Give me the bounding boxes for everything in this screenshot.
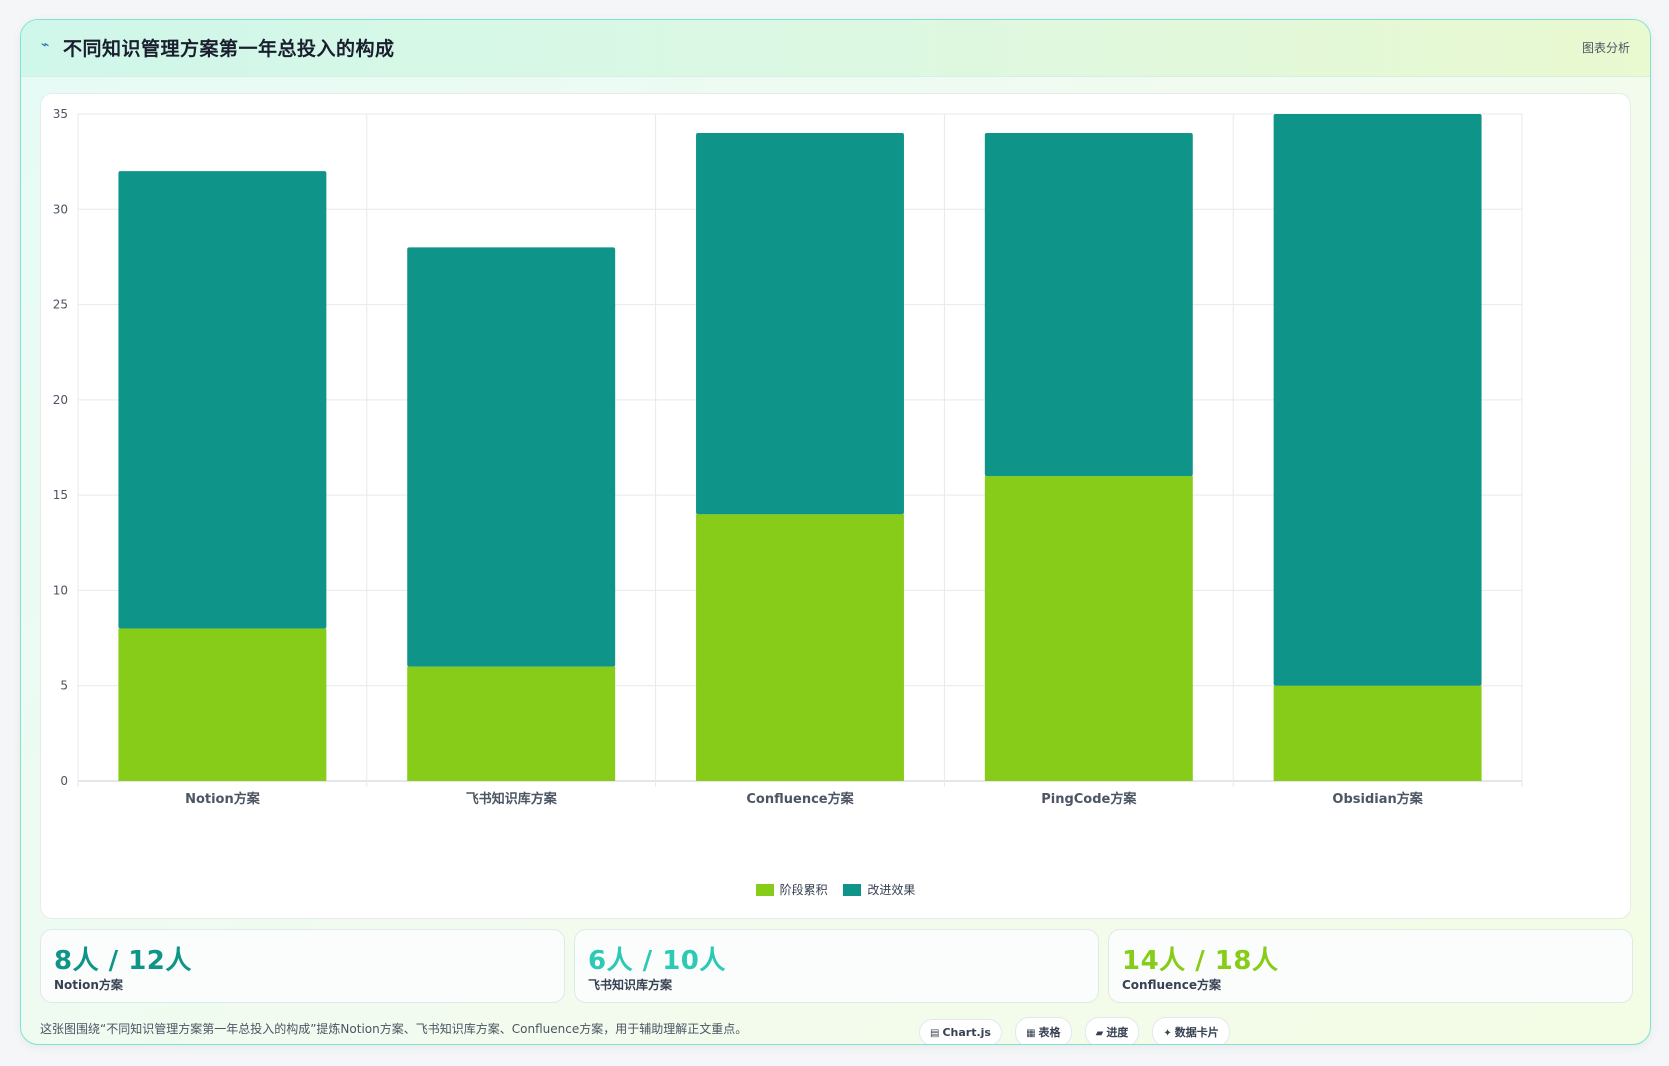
chart-icon: ▤ [930, 1028, 940, 1039]
x-tick-label: Obsidian方案 [1332, 791, 1423, 807]
x-tick-label: PingCode方案 [1041, 791, 1137, 807]
legend-item-accumulation[interactable]: 阶段累积 [755, 881, 828, 898]
stat-value: 8人 / 12人 [54, 946, 192, 976]
y-tick-label: 15 [53, 488, 68, 502]
stat-card-confluence: 14人 / 18人 Confluence方案 [1108, 929, 1633, 1003]
bar-accumulation [984, 476, 1193, 781]
bar-improvement [118, 171, 327, 629]
chart-panel: 0 5 10 15 20 25 30 35 Notion方案 飞书知识库方案 Confluence方… [40, 93, 1631, 919]
chart-caption: 这张图围绕“不同知识管理方案第一年总投入的构成”提炼Notion方案、飞书知识库… [40, 1022, 748, 1036]
chip-label: 表格 [1038, 1026, 1061, 1039]
stat-label: Notion方案 [54, 978, 123, 992]
chip-label: 数据卡片 [1174, 1026, 1219, 1039]
legend-label: 改进效果 [867, 883, 916, 897]
bar-accumulation [118, 628, 327, 781]
bar-improvement [1273, 114, 1482, 686]
chip-label: 进度 [1106, 1026, 1129, 1039]
bar-improvement [407, 247, 616, 667]
y-tick-label: 30 [53, 202, 68, 216]
legend-item-improvement[interactable]: 改进效果 [843, 881, 915, 898]
stat-card-feishu: 6人 / 10人 飞书知识库方案 [574, 929, 1099, 1003]
stat-value: 14人 / 18人 [1122, 946, 1279, 976]
chip-label: Chart.js [942, 1026, 991, 1039]
chip-chartjs[interactable]: ▤ Chart.js [919, 1019, 1002, 1044]
stat-label: 飞书知识库方案 [588, 978, 673, 992]
stacked-bar-chart: 0 5 10 15 20 25 30 35 Notion方案 飞书知识库方案 Confluence方… [53, 107, 1523, 807]
chart-card: ⌁ 不同知识管理方案第一年总投入的构成 图表分析 0 5 10 15 20 25 30 35 N… [20, 19, 1651, 1045]
progress-icon: ▰ [1095, 1028, 1104, 1039]
y-tick-label: 20 [53, 393, 68, 407]
stat-card-notion: 8人 / 12人 Notion方案 [40, 929, 565, 1003]
chart-legend: 阶段累积 改进效果 [41, 881, 1630, 898]
y-tick-label: 0 [60, 774, 68, 788]
sparkle-icon: ✦ [1163, 1028, 1172, 1039]
card-header: ⌁ 不同知识管理方案第一年总投入的构成 图表分析 [21, 20, 1650, 77]
x-tick-label: Notion方案 [185, 791, 261, 807]
stat-label: Confluence方案 [1122, 978, 1221, 992]
legend-swatch-accumulation [755, 884, 774, 896]
header-tag: 图表分析 [1581, 41, 1630, 55]
bar-accumulation [696, 514, 904, 781]
chip-data-card[interactable]: ✦ 数据卡片 [1152, 1017, 1230, 1044]
legend-swatch-improvement [843, 884, 862, 896]
x-tick-label: Confluence方案 [746, 791, 854, 807]
legend-label: 阶段累积 [779, 883, 828, 897]
bar-accumulation [1273, 685, 1482, 781]
bar-improvement [984, 133, 1193, 477]
y-tick-label: 25 [53, 298, 68, 312]
stat-value: 6人 / 10人 [588, 946, 726, 976]
y-tick-label: 10 [53, 583, 68, 597]
y-tick-label: 5 [60, 679, 68, 693]
table-icon: ▦ [1026, 1028, 1036, 1039]
x-tick-label: 飞书知识库方案 [466, 791, 558, 807]
y-tick-label: 35 [53, 107, 68, 121]
chip-table[interactable]: ▦ 表格 [1015, 1017, 1072, 1044]
chart-line-icon: ⌁ [41, 37, 50, 53]
chip-group: ▤ Chart.js ▦ 表格 ▰ 进度 ✦ 数据卡片 [919, 1017, 1238, 1044]
page-title: 不同知识管理方案第一年总投入的构成 [63, 38, 395, 60]
bar-accumulation [407, 666, 616, 781]
bar-improvement [696, 133, 904, 515]
chip-progress[interactable]: ▰ 进度 [1084, 1017, 1140, 1044]
